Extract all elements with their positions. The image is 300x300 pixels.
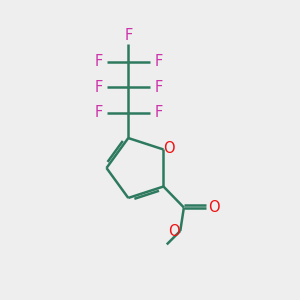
Text: F: F xyxy=(154,80,162,94)
Text: O: O xyxy=(163,141,175,156)
Text: O: O xyxy=(208,200,220,215)
Text: F: F xyxy=(94,105,102,120)
Text: F: F xyxy=(154,105,162,120)
Text: F: F xyxy=(94,54,102,69)
Text: F: F xyxy=(154,54,162,69)
Text: F: F xyxy=(124,28,132,43)
Text: F: F xyxy=(94,80,102,94)
Text: O: O xyxy=(168,224,179,239)
